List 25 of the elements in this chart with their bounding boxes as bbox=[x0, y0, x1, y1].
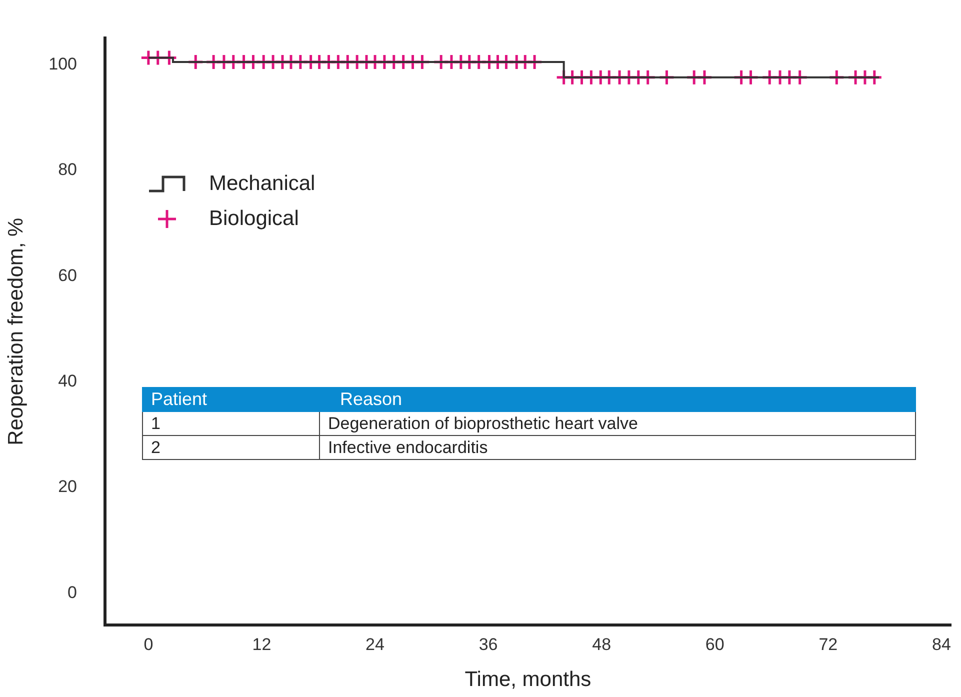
y-axis-title: Reoperation freedom, % bbox=[4, 218, 28, 446]
table-header: Patient Reason bbox=[142, 388, 916, 412]
y-tick-label: 100 bbox=[48, 54, 77, 74]
annotation: Infective endocarditis bbox=[320, 436, 916, 460]
y-tick-label: 80 bbox=[58, 160, 77, 180]
x-tick-label: 0 bbox=[144, 634, 154, 654]
x-tick-label: 72 bbox=[818, 634, 838, 654]
x-tick-label: 24 bbox=[366, 634, 384, 654]
x-tick-label: 12 bbox=[252, 634, 272, 654]
y-tick-label: 60 bbox=[58, 266, 77, 285]
y-tick-label: 40 bbox=[58, 372, 77, 391]
annotation: Patient bbox=[142, 388, 320, 412]
x-tick-label: 84 bbox=[932, 634, 951, 654]
x-tick-label: 48 bbox=[592, 634, 612, 654]
legend-label: Mechanical bbox=[209, 172, 316, 196]
annotation: Degeneration of bioprosthetic heart valve bbox=[320, 412, 916, 436]
annotation: 2 bbox=[142, 436, 320, 460]
y-tick-label: 20 bbox=[58, 477, 77, 496]
legend-label: Biological bbox=[209, 206, 299, 230]
annotation: Reason bbox=[320, 388, 916, 412]
y-tick-label: 0 bbox=[68, 582, 77, 602]
x-tick-label: 36 bbox=[478, 634, 498, 654]
x-axis-title: Time, months bbox=[464, 668, 592, 692]
x-tick-label: 60 bbox=[705, 634, 724, 654]
annotation: 1 bbox=[142, 412, 320, 436]
